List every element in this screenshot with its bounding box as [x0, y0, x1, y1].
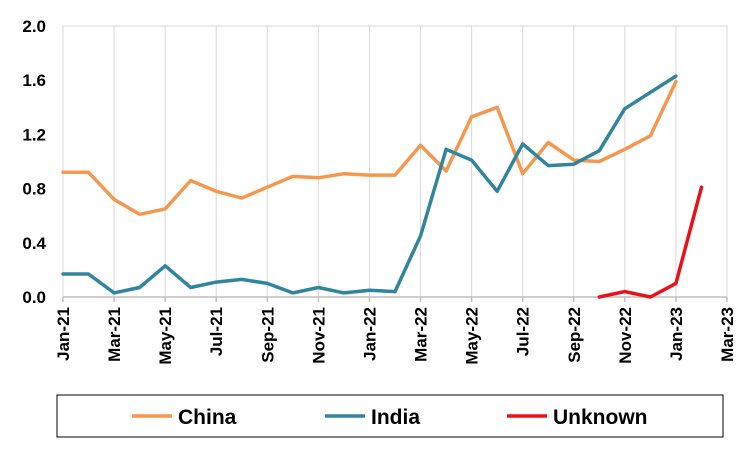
legend-label-unknown: Unknown: [553, 406, 648, 429]
x-tick-label: Sep-21: [258, 307, 277, 363]
x-tick-label: Nov-22: [616, 307, 635, 364]
x-tick-label: Jan-23: [667, 307, 686, 361]
series-line-china: [61, 79, 678, 217]
x-tick-label: Jan-22: [360, 307, 379, 361]
series-line-unknown: [597, 185, 704, 299]
x-axis-tick-labels: Jan-21 Mar-21 May-21 Jul-21 Sep-21 Nov-21 Jan-…: [54, 307, 737, 365]
x-tick-label: Nov-21: [309, 307, 328, 364]
x-tick-label: Mar-21: [105, 307, 124, 362]
x-tick-marks: [62, 297, 728, 302]
x-tick-label: Mar-23: [718, 307, 737, 362]
y-tick-label: 2.0: [22, 17, 46, 36]
y-tick-label: 1.6: [22, 71, 46, 90]
x-tick-label: May-22: [463, 307, 482, 365]
x-tick-label: Sep-22: [565, 307, 584, 363]
x-tick-label: Jul-22: [514, 307, 533, 356]
series-line-india: [61, 74, 678, 295]
x-tick-label: May-21: [156, 307, 175, 365]
legend-label-india: India: [371, 406, 420, 429]
x-tick-label: Jan-21: [54, 307, 73, 361]
legend-label-china: China: [178, 406, 237, 429]
y-axis-tick-labels: 0.0 0.4 0.8 1.2 1.6 2.0: [22, 17, 46, 307]
y-tick-label: 0.8: [22, 180, 46, 199]
y-tick-label: 0.0: [22, 288, 46, 307]
x-tick-label: Mar-22: [412, 307, 431, 362]
legend: China India Unknown: [56, 394, 724, 438]
series-lines: [61, 74, 704, 299]
x-tick-label: Jul-21: [207, 307, 226, 356]
y-tick-label: 1.2: [22, 125, 46, 144]
y-tick-label: 0.4: [22, 234, 46, 253]
